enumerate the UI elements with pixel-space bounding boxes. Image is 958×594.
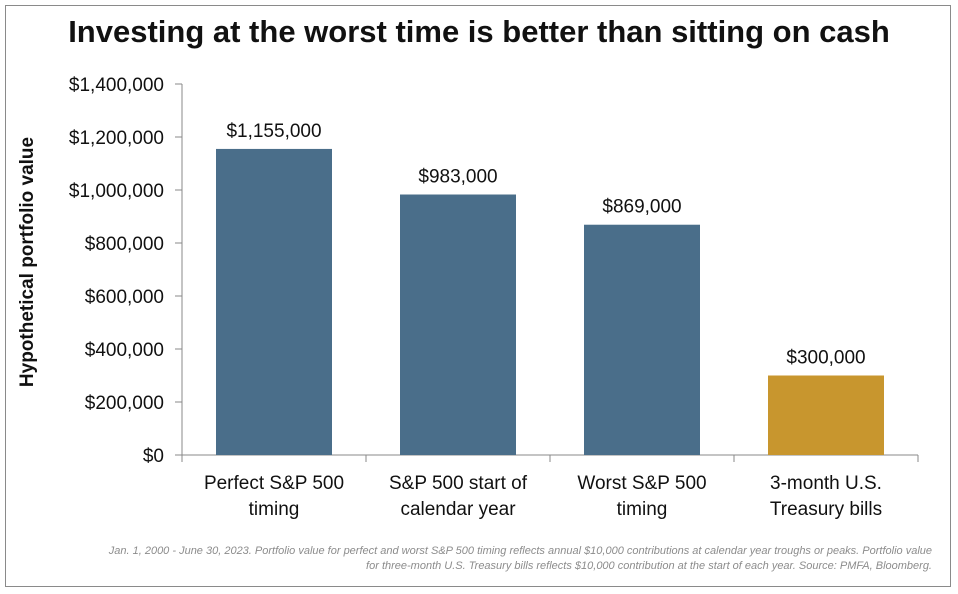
y-tick-label: $600,000 — [85, 287, 164, 308]
bar — [584, 224, 700, 455]
x-category-label: S&P 500 start of calendar year — [389, 473, 528, 520]
x-category-label-line: Treasury bills — [770, 499, 882, 520]
y-tick-label: $800,000 — [85, 234, 164, 255]
y-axis-title: Hypothetical portfolio value — [17, 137, 38, 387]
data-label: $1,155,000 — [226, 121, 321, 142]
x-category-label-line: S&P 500 start of — [389, 473, 528, 494]
y-tick-label: $400,000 — [85, 340, 164, 361]
x-category-label: 3-month U.S. Treasury bills — [770, 473, 882, 520]
x-category-label-line: timing — [249, 499, 300, 520]
x-category-label-line: calendar year — [400, 499, 516, 520]
x-category-label-line: Perfect S&P 500 — [204, 473, 344, 494]
footnote-line-2: for three-month U.S. Treasury bills refl… — [366, 560, 932, 572]
x-category-label: Worst S&P 500 timing — [577, 473, 706, 520]
bar — [768, 375, 884, 455]
data-label: $300,000 — [786, 348, 865, 369]
y-tick-label: $0 — [143, 446, 164, 467]
footnote-line-1: Jan. 1, 2000 - June 30, 2023. Portfolio … — [108, 545, 932, 557]
x-category-label: Perfect S&P 500 timing — [204, 473, 344, 520]
x-category-label-line: timing — [617, 499, 668, 520]
x-category-label-line: 3-month U.S. — [770, 473, 882, 494]
data-label: $869,000 — [602, 197, 681, 218]
chart-title: Investing at the worst time is better th… — [68, 14, 890, 49]
data-label: $983,000 — [418, 167, 497, 188]
y-tick-label: $1,000,000 — [69, 181, 164, 202]
chart-footnote: Jan. 1, 2000 - June 30, 2023. Portfolio … — [40, 544, 932, 574]
bar — [216, 148, 332, 456]
y-tick-label: $1,200,000 — [69, 128, 164, 149]
y-tick-label: $1,400,000 — [69, 75, 164, 96]
x-category-label-line: Worst S&P 500 — [577, 473, 706, 494]
bar — [400, 194, 516, 455]
y-tick-label: $200,000 — [85, 393, 164, 414]
